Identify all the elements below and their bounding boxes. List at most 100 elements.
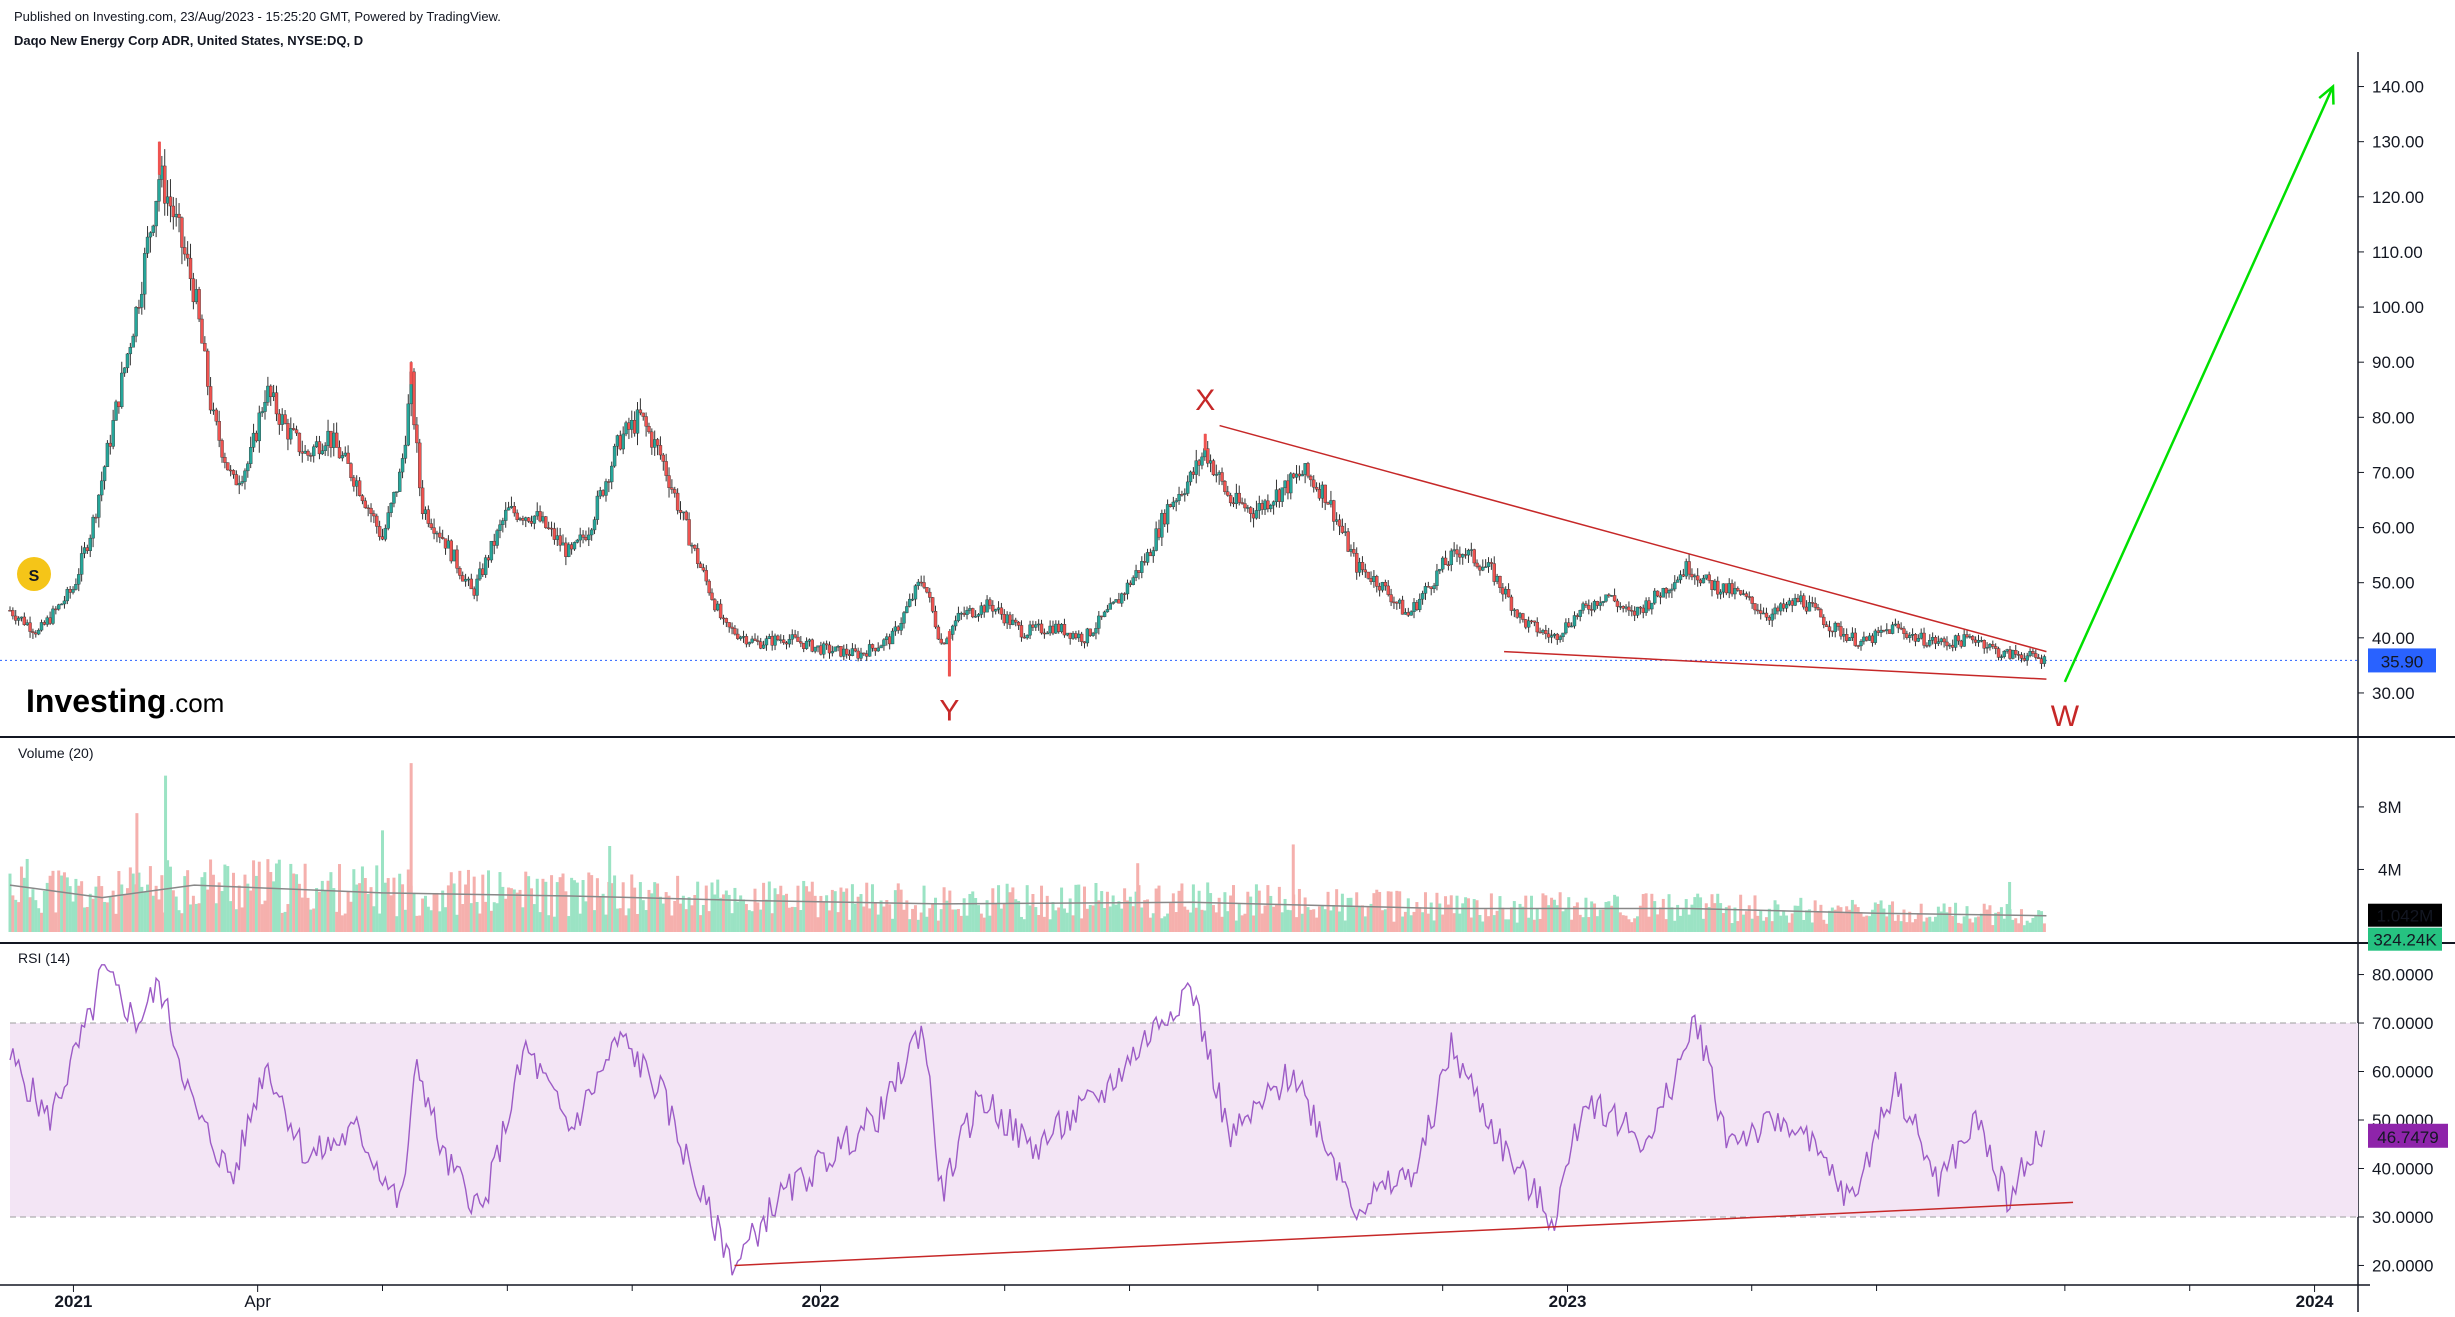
candle-body: [1879, 629, 1883, 633]
candle-body: [380, 536, 385, 540]
time-tick-label: Apr: [244, 1292, 271, 1311]
volume-bar: [1856, 907, 1860, 932]
candle-body: [1034, 624, 1038, 628]
last-price-label: 35.90: [2381, 652, 2424, 671]
candle-body: [1180, 494, 1184, 496]
candle-body: [1211, 460, 1216, 476]
candle-body: [1661, 588, 1666, 598]
volume-bar: [1019, 916, 1023, 932]
candle-body: [667, 475, 671, 488]
volume-bar: [1111, 895, 1115, 932]
volume-bar: [343, 913, 347, 932]
candle-body: [125, 353, 130, 369]
volume-bar: [1140, 907, 1144, 932]
candle-body: [277, 413, 282, 425]
candle-body: [1951, 644, 1955, 648]
volume-bar: [1246, 891, 1250, 932]
candle-body: [1922, 632, 1926, 646]
volume-bar: [1558, 892, 1562, 932]
candle-body: [62, 600, 67, 605]
volume-bar: [1100, 891, 1104, 932]
candle-body: [1836, 622, 1840, 627]
volume-bar: [1048, 919, 1052, 932]
candle-body: [395, 491, 399, 493]
candle-body: [830, 651, 835, 654]
candle-body: [893, 626, 898, 632]
candle-body: [701, 567, 706, 571]
candle-body: [1601, 600, 1605, 603]
volume-bar: [157, 899, 161, 932]
volume-bar: [283, 911, 287, 932]
candle-body: [1102, 611, 1107, 617]
volume-bar: [515, 892, 519, 932]
volume-bar: [1151, 913, 1155, 932]
volume-bar: [1773, 900, 1777, 932]
candle-body: [610, 465, 614, 483]
price-tick-label: 100.00: [2372, 298, 2424, 317]
volume-bar: [1905, 922, 1909, 932]
volume-bar: [289, 863, 293, 932]
volume-bar: [386, 878, 390, 932]
candle-body: [1695, 575, 1700, 581]
published-caption: Published on Investing.com, 23/Aug/2023 …: [14, 9, 501, 24]
rsi-pane: 80.000070.000060.000050.000040.000030.00…: [9, 964, 2448, 1275]
volume-bar: [1873, 902, 1877, 932]
volume-bar: [916, 919, 920, 932]
candle-body: [1340, 525, 1345, 533]
candle-body: [738, 636, 743, 639]
volume-bar: [1252, 915, 1256, 932]
candle-body: [1343, 531, 1347, 533]
candle-body: [1286, 480, 1290, 494]
candle-body: [764, 638, 769, 646]
volume-bar: [8, 873, 12, 932]
candle-body: [1650, 602, 1654, 610]
volume-bar: [254, 875, 258, 932]
candle-body: [88, 537, 92, 552]
volume-bar: [764, 899, 768, 932]
volume-bar: [653, 882, 657, 932]
candle-body: [1458, 553, 1462, 558]
candle-body: [1074, 633, 1078, 639]
candle-body: [1873, 630, 1878, 643]
candle-body: [767, 636, 772, 639]
candle-body: [670, 487, 674, 490]
volume-bar: [160, 875, 164, 932]
candle-body: [1667, 590, 1671, 594]
rsi-tick-label: 80.0000: [2372, 966, 2433, 985]
volume-bar: [1203, 910, 1207, 932]
candle-body: [624, 422, 628, 435]
volume-bar: [1441, 914, 1445, 932]
volume-bar: [1948, 906, 1952, 932]
volume-bar: [263, 900, 267, 932]
candle-body: [34, 632, 38, 635]
candle-body: [1357, 562, 1362, 573]
candle-body: [1294, 473, 1299, 478]
candle-body: [630, 420, 634, 430]
volume-bar: [985, 900, 989, 932]
volume-bar: [1799, 897, 1803, 932]
candle-body: [618, 435, 623, 450]
volume-bar: [839, 887, 843, 932]
volume-bar: [1286, 909, 1290, 932]
splits-badge[interactable]: S: [17, 557, 51, 591]
extreme-candle: [947, 631, 951, 677]
candle-body: [501, 520, 505, 525]
rsi-trendline: [734, 1201, 2074, 1267]
volume-bar: [274, 863, 278, 932]
candle-body: [2028, 651, 2032, 657]
volume-bar: [363, 878, 367, 932]
candle-body: [231, 470, 236, 475]
candle-body: [357, 480, 362, 496]
volume-bar: [103, 901, 107, 932]
volume-bar: [891, 918, 895, 932]
candle-body: [392, 492, 396, 504]
price-axis-ticks: 140.00 130.00 120.00 110.00 100.00 90.00 80.00…: [2358, 78, 2424, 703]
candle-body: [57, 604, 61, 610]
volume-bar: [1810, 922, 1814, 932]
candle-body: [733, 628, 737, 635]
candle-body: [168, 196, 173, 207]
volume-bar: [736, 901, 740, 932]
volume-bar: [1747, 905, 1751, 932]
candle-body: [472, 588, 476, 596]
